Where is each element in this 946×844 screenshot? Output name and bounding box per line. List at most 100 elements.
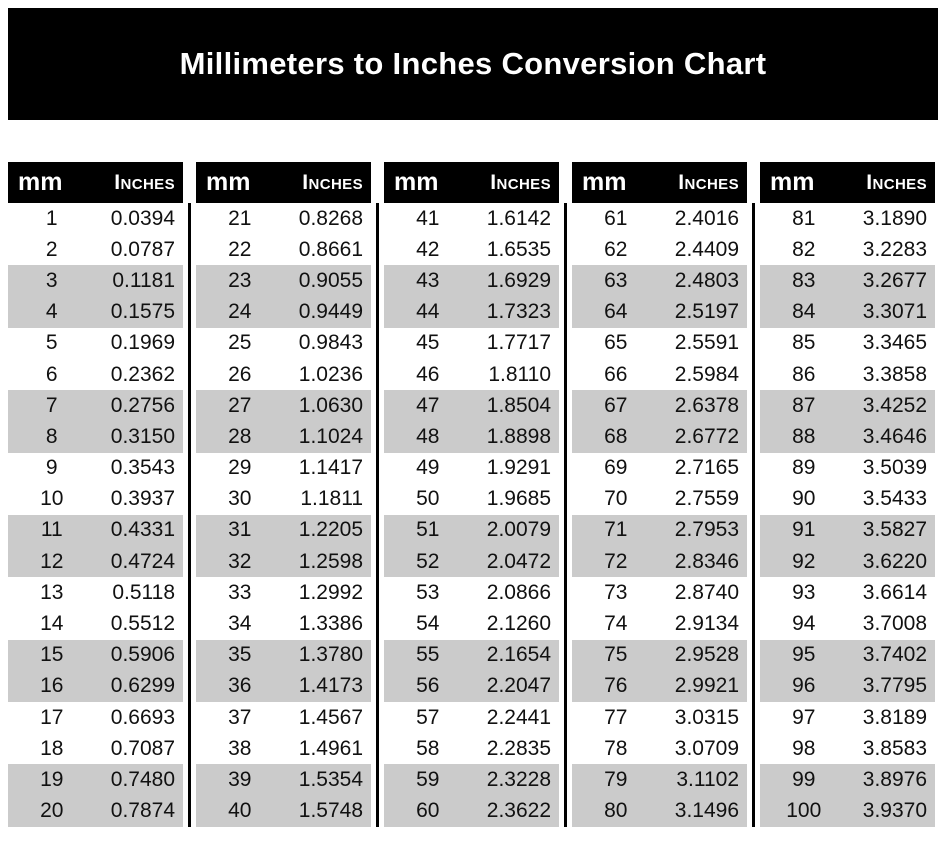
column-header-inches: Inches [114, 170, 175, 194]
mm-value: 28 [228, 424, 252, 448]
table-column-group: mm Inches 61 2.4016 62 2.4409 63 2.4803 64 2.5197… [564, 162, 747, 827]
mm-value: 25 [228, 331, 252, 355]
inches-value: 2.4016 [674, 206, 739, 230]
inches-value: 0.3543 [110, 456, 175, 480]
mm-value: 48 [416, 424, 440, 448]
table-row: 85 3.3465 [760, 328, 935, 359]
inches-value: 3.7402 [862, 643, 927, 667]
column-header-inches: Inches [490, 170, 551, 194]
inches-value: 2.9528 [674, 643, 739, 667]
inches-value: 0.2756 [110, 393, 175, 417]
inches-value: 1.6535 [486, 237, 551, 261]
table-row: 63 2.4803 [572, 265, 747, 297]
inches-value: 1.5354 [298, 767, 363, 791]
inches-value: 0.1575 [110, 300, 175, 324]
table-row: 90 3.5433 [760, 484, 935, 515]
conversion-table: mm Inches 1 0.0394 2 0.0787 3 0.1181 4 0.1575 5 0.1… [8, 162, 938, 827]
inches-value: 2.0079 [486, 518, 551, 542]
inches-value: 0.6693 [110, 705, 175, 729]
table-row: 42 1.6535 [384, 234, 559, 265]
table-row: 49 1.9291 [384, 453, 559, 484]
table-row: 31 1.2205 [196, 514, 371, 547]
table-row: 36 1.4173 [196, 670, 371, 702]
inches-value: 1.1811 [300, 487, 363, 511]
mm-value: 16 [40, 674, 64, 698]
mm-value: 44 [416, 300, 440, 324]
table-row: 57 2.2441 [384, 702, 559, 733]
table-row: 1 0.0394 [8, 203, 183, 234]
inches-value: 2.9921 [674, 674, 739, 698]
table-row: 12 0.4724 [8, 546, 183, 578]
mm-value: 29 [228, 456, 252, 480]
table-row: 54 2.1260 [384, 608, 559, 639]
inches-value: 3.1890 [862, 206, 927, 230]
table-row: 32 1.2598 [196, 546, 371, 578]
table-row: 52 2.0472 [384, 546, 559, 578]
mm-value: 62 [604, 237, 628, 261]
mm-value: 89 [792, 456, 816, 480]
table-row: 93 3.6614 [760, 577, 935, 608]
inches-value: 1.0630 [298, 393, 363, 417]
table-row: 13 0.5118 [8, 577, 183, 608]
table-column-group: mm Inches 81 3.1890 82 3.2283 83 3.2677 84 3.3071… [752, 162, 935, 827]
table-rows: 1 0.0394 2 0.0787 3 0.1181 4 0.1575 5 0.1969 6 0.23… [8, 203, 183, 827]
mm-value: 55 [416, 643, 440, 667]
table-row: 71 2.7953 [572, 514, 747, 547]
mm-value: 39 [228, 767, 252, 791]
table-row: 64 2.5197 [572, 296, 747, 328]
inches-value: 1.0236 [298, 362, 363, 386]
column-header-inches: Inches [302, 170, 363, 194]
table-row: 73 2.8740 [572, 577, 747, 608]
mm-value: 68 [604, 424, 628, 448]
inches-value: 1.6142 [486, 206, 551, 230]
table-row: 15 0.5906 [8, 639, 183, 671]
mm-value: 76 [604, 674, 628, 698]
inches-value: 1.2205 [298, 518, 363, 542]
table-row: 2 0.0787 [8, 234, 183, 265]
inches-value: 1.4567 [298, 705, 363, 729]
inches-value: 0.7087 [110, 736, 175, 760]
table-row: 82 3.2283 [760, 234, 935, 265]
mm-value: 88 [792, 424, 816, 448]
inches-value: 2.2835 [486, 736, 551, 760]
mm-value: 15 [40, 643, 64, 667]
inches-value: 3.5827 [862, 518, 927, 542]
mm-value: 37 [228, 705, 252, 729]
table-row: 74 2.9134 [572, 608, 747, 639]
inches-value: 2.1260 [486, 612, 551, 636]
inches-value: 3.5039 [862, 456, 927, 480]
column-header-mm: mm [394, 168, 439, 196]
inches-value: 3.5433 [862, 487, 927, 511]
inches-value: 3.2283 [862, 237, 927, 261]
mm-value: 30 [228, 487, 252, 511]
inches-value: 1.8110 [488, 362, 551, 386]
inches-value: 2.0472 [486, 549, 551, 573]
column-header-mm: mm [206, 168, 251, 196]
mm-value: 73 [604, 580, 628, 604]
inches-value: 1.7717 [486, 331, 551, 355]
inches-value: 3.1102 [676, 767, 739, 791]
mm-value: 53 [416, 580, 440, 604]
table-row: 51 2.0079 [384, 514, 559, 547]
mm-value: 13 [40, 580, 64, 604]
inches-value: 2.2047 [486, 674, 551, 698]
table-row: 92 3.6220 [760, 546, 935, 578]
column-header-row: mm Inches [8, 162, 183, 203]
table-row: 83 3.2677 [760, 265, 935, 297]
table-row: 18 0.7087 [8, 733, 183, 764]
table-row: 45 1.7717 [384, 328, 559, 359]
table-rows: 21 0.8268 22 0.8661 23 0.9055 24 0.9449 25 0.9843… [196, 203, 371, 827]
table-row: 33 1.2992 [196, 577, 371, 608]
inches-value: 2.2441 [486, 705, 551, 729]
mm-value: 24 [228, 300, 252, 324]
inches-value: 2.8346 [674, 549, 739, 573]
column-header-row: mm Inches [196, 162, 371, 203]
mm-value: 77 [604, 705, 628, 729]
inches-value: 1.2598 [298, 549, 363, 573]
mm-value: 75 [604, 643, 628, 667]
table-row: 96 3.7795 [760, 670, 935, 702]
table-rows: 81 3.1890 82 3.2283 83 3.2677 84 3.3071 85 3.3465… [760, 203, 935, 827]
mm-value: 12 [40, 549, 64, 573]
inches-value: 1.2992 [298, 580, 363, 604]
